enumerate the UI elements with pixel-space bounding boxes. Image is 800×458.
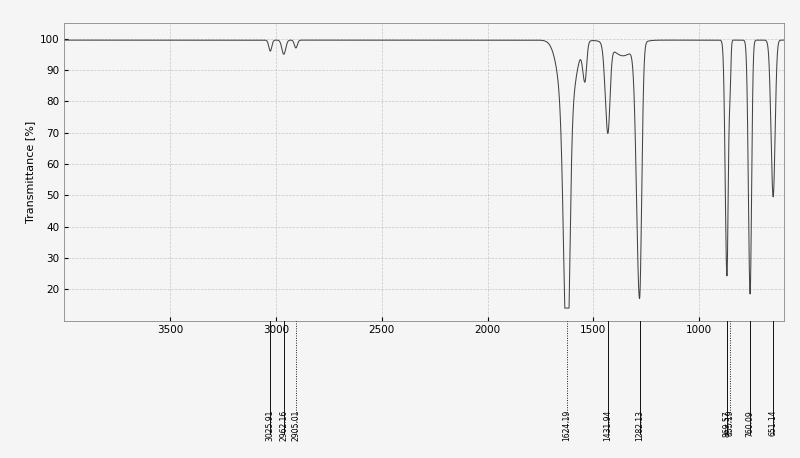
Text: 760.09: 760.09 [746,410,754,436]
Text: 1624.19: 1624.19 [562,410,572,441]
Text: 855.19: 855.19 [726,410,734,436]
Y-axis label: Transmittance [%]: Transmittance [%] [26,120,35,223]
Text: 1282.13: 1282.13 [635,410,644,441]
Text: 2905.01: 2905.01 [291,410,300,442]
Text: 651.14: 651.14 [769,410,778,436]
Text: 869.57: 869.57 [722,410,731,436]
Text: 2962.16: 2962.16 [279,410,288,441]
Text: 3025.91: 3025.91 [266,410,274,442]
Text: 1431.94: 1431.94 [603,410,612,442]
